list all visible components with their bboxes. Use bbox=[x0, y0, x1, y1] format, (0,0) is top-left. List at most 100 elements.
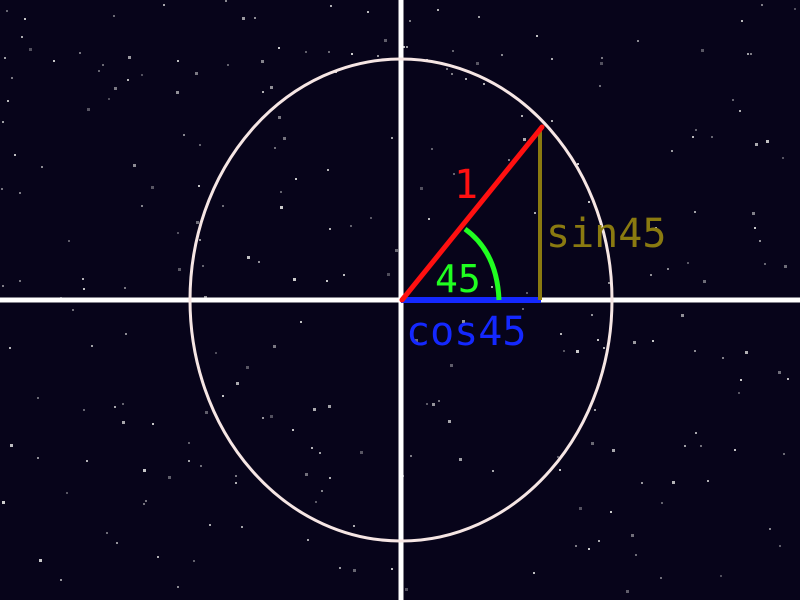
star bbox=[91, 345, 93, 347]
star bbox=[661, 502, 663, 504]
radius-label: 1 bbox=[454, 162, 478, 208]
star bbox=[83, 409, 85, 411]
star bbox=[128, 56, 131, 59]
star bbox=[261, 60, 264, 63]
star bbox=[601, 57, 603, 59]
star bbox=[339, 567, 341, 569]
star bbox=[327, 169, 329, 171]
star bbox=[283, 137, 286, 140]
star bbox=[319, 452, 321, 454]
star bbox=[391, 137, 393, 139]
star bbox=[784, 265, 787, 268]
star bbox=[227, 64, 229, 66]
star bbox=[551, 120, 553, 122]
star bbox=[307, 539, 309, 541]
star bbox=[694, 211, 696, 213]
star bbox=[235, 475, 237, 477]
star bbox=[452, 50, 454, 52]
star bbox=[492, 470, 494, 472]
star bbox=[450, 364, 453, 367]
star bbox=[198, 185, 200, 187]
star bbox=[612, 449, 615, 452]
star bbox=[188, 460, 190, 462]
star bbox=[782, 157, 784, 159]
star bbox=[200, 465, 202, 467]
star bbox=[453, 173, 455, 175]
star bbox=[600, 62, 603, 65]
star bbox=[328, 405, 331, 408]
star bbox=[637, 40, 639, 42]
star bbox=[235, 482, 237, 484]
star bbox=[122, 403, 124, 405]
star bbox=[114, 406, 116, 408]
star bbox=[610, 511, 612, 513]
star bbox=[405, 588, 408, 591]
star bbox=[193, 560, 195, 562]
star bbox=[270, 415, 273, 418]
star bbox=[695, 129, 697, 131]
star bbox=[794, 8, 796, 10]
star bbox=[711, 136, 713, 138]
star bbox=[39, 559, 42, 562]
star bbox=[692, 136, 694, 138]
star bbox=[403, 46, 405, 48]
star bbox=[151, 186, 154, 189]
star bbox=[353, 525, 355, 527]
star bbox=[598, 540, 600, 542]
star bbox=[603, 347, 605, 349]
star bbox=[608, 282, 610, 284]
star bbox=[599, 85, 601, 87]
angle-arc bbox=[463, 226, 502, 301]
star bbox=[740, 379, 742, 381]
star bbox=[125, 333, 127, 335]
star bbox=[7, 100, 9, 102]
star bbox=[215, 352, 217, 354]
star bbox=[493, 324, 495, 326]
star bbox=[292, 429, 294, 431]
star bbox=[703, 280, 706, 283]
star bbox=[722, 357, 724, 359]
star bbox=[108, 98, 110, 100]
star bbox=[588, 201, 590, 203]
star bbox=[521, 115, 523, 117]
sin-label: sin45 bbox=[546, 211, 666, 257]
star bbox=[60, 579, 62, 581]
star bbox=[738, 392, 740, 394]
star bbox=[350, 225, 352, 227]
star bbox=[122, 421, 125, 424]
star bbox=[672, 481, 675, 484]
star bbox=[79, 52, 81, 54]
star bbox=[563, 350, 565, 352]
star bbox=[295, 178, 297, 180]
star bbox=[752, 212, 755, 215]
angle-label: 45 bbox=[435, 257, 481, 301]
star bbox=[19, 280, 21, 282]
star bbox=[177, 60, 179, 62]
unit-circle bbox=[188, 57, 614, 543]
star bbox=[143, 469, 146, 472]
star bbox=[681, 314, 684, 317]
star bbox=[353, 569, 356, 572]
star bbox=[526, 292, 528, 294]
star bbox=[222, 395, 224, 397]
star bbox=[551, 58, 553, 60]
star bbox=[732, 99, 734, 101]
star bbox=[143, 503, 145, 505]
star bbox=[508, 159, 510, 161]
star bbox=[195, 72, 198, 75]
star bbox=[2, 501, 5, 504]
star bbox=[157, 556, 159, 558]
star bbox=[328, 51, 330, 53]
star bbox=[377, 55, 379, 57]
star bbox=[305, 51, 307, 53]
cos-label: cos45 bbox=[406, 309, 526, 355]
star bbox=[274, 147, 276, 149]
star bbox=[687, 262, 689, 264]
star bbox=[141, 205, 143, 207]
star bbox=[9, 347, 11, 349]
star bbox=[591, 442, 594, 445]
star bbox=[462, 320, 465, 323]
star bbox=[684, 445, 686, 447]
star bbox=[641, 482, 643, 484]
star bbox=[438, 400, 440, 402]
